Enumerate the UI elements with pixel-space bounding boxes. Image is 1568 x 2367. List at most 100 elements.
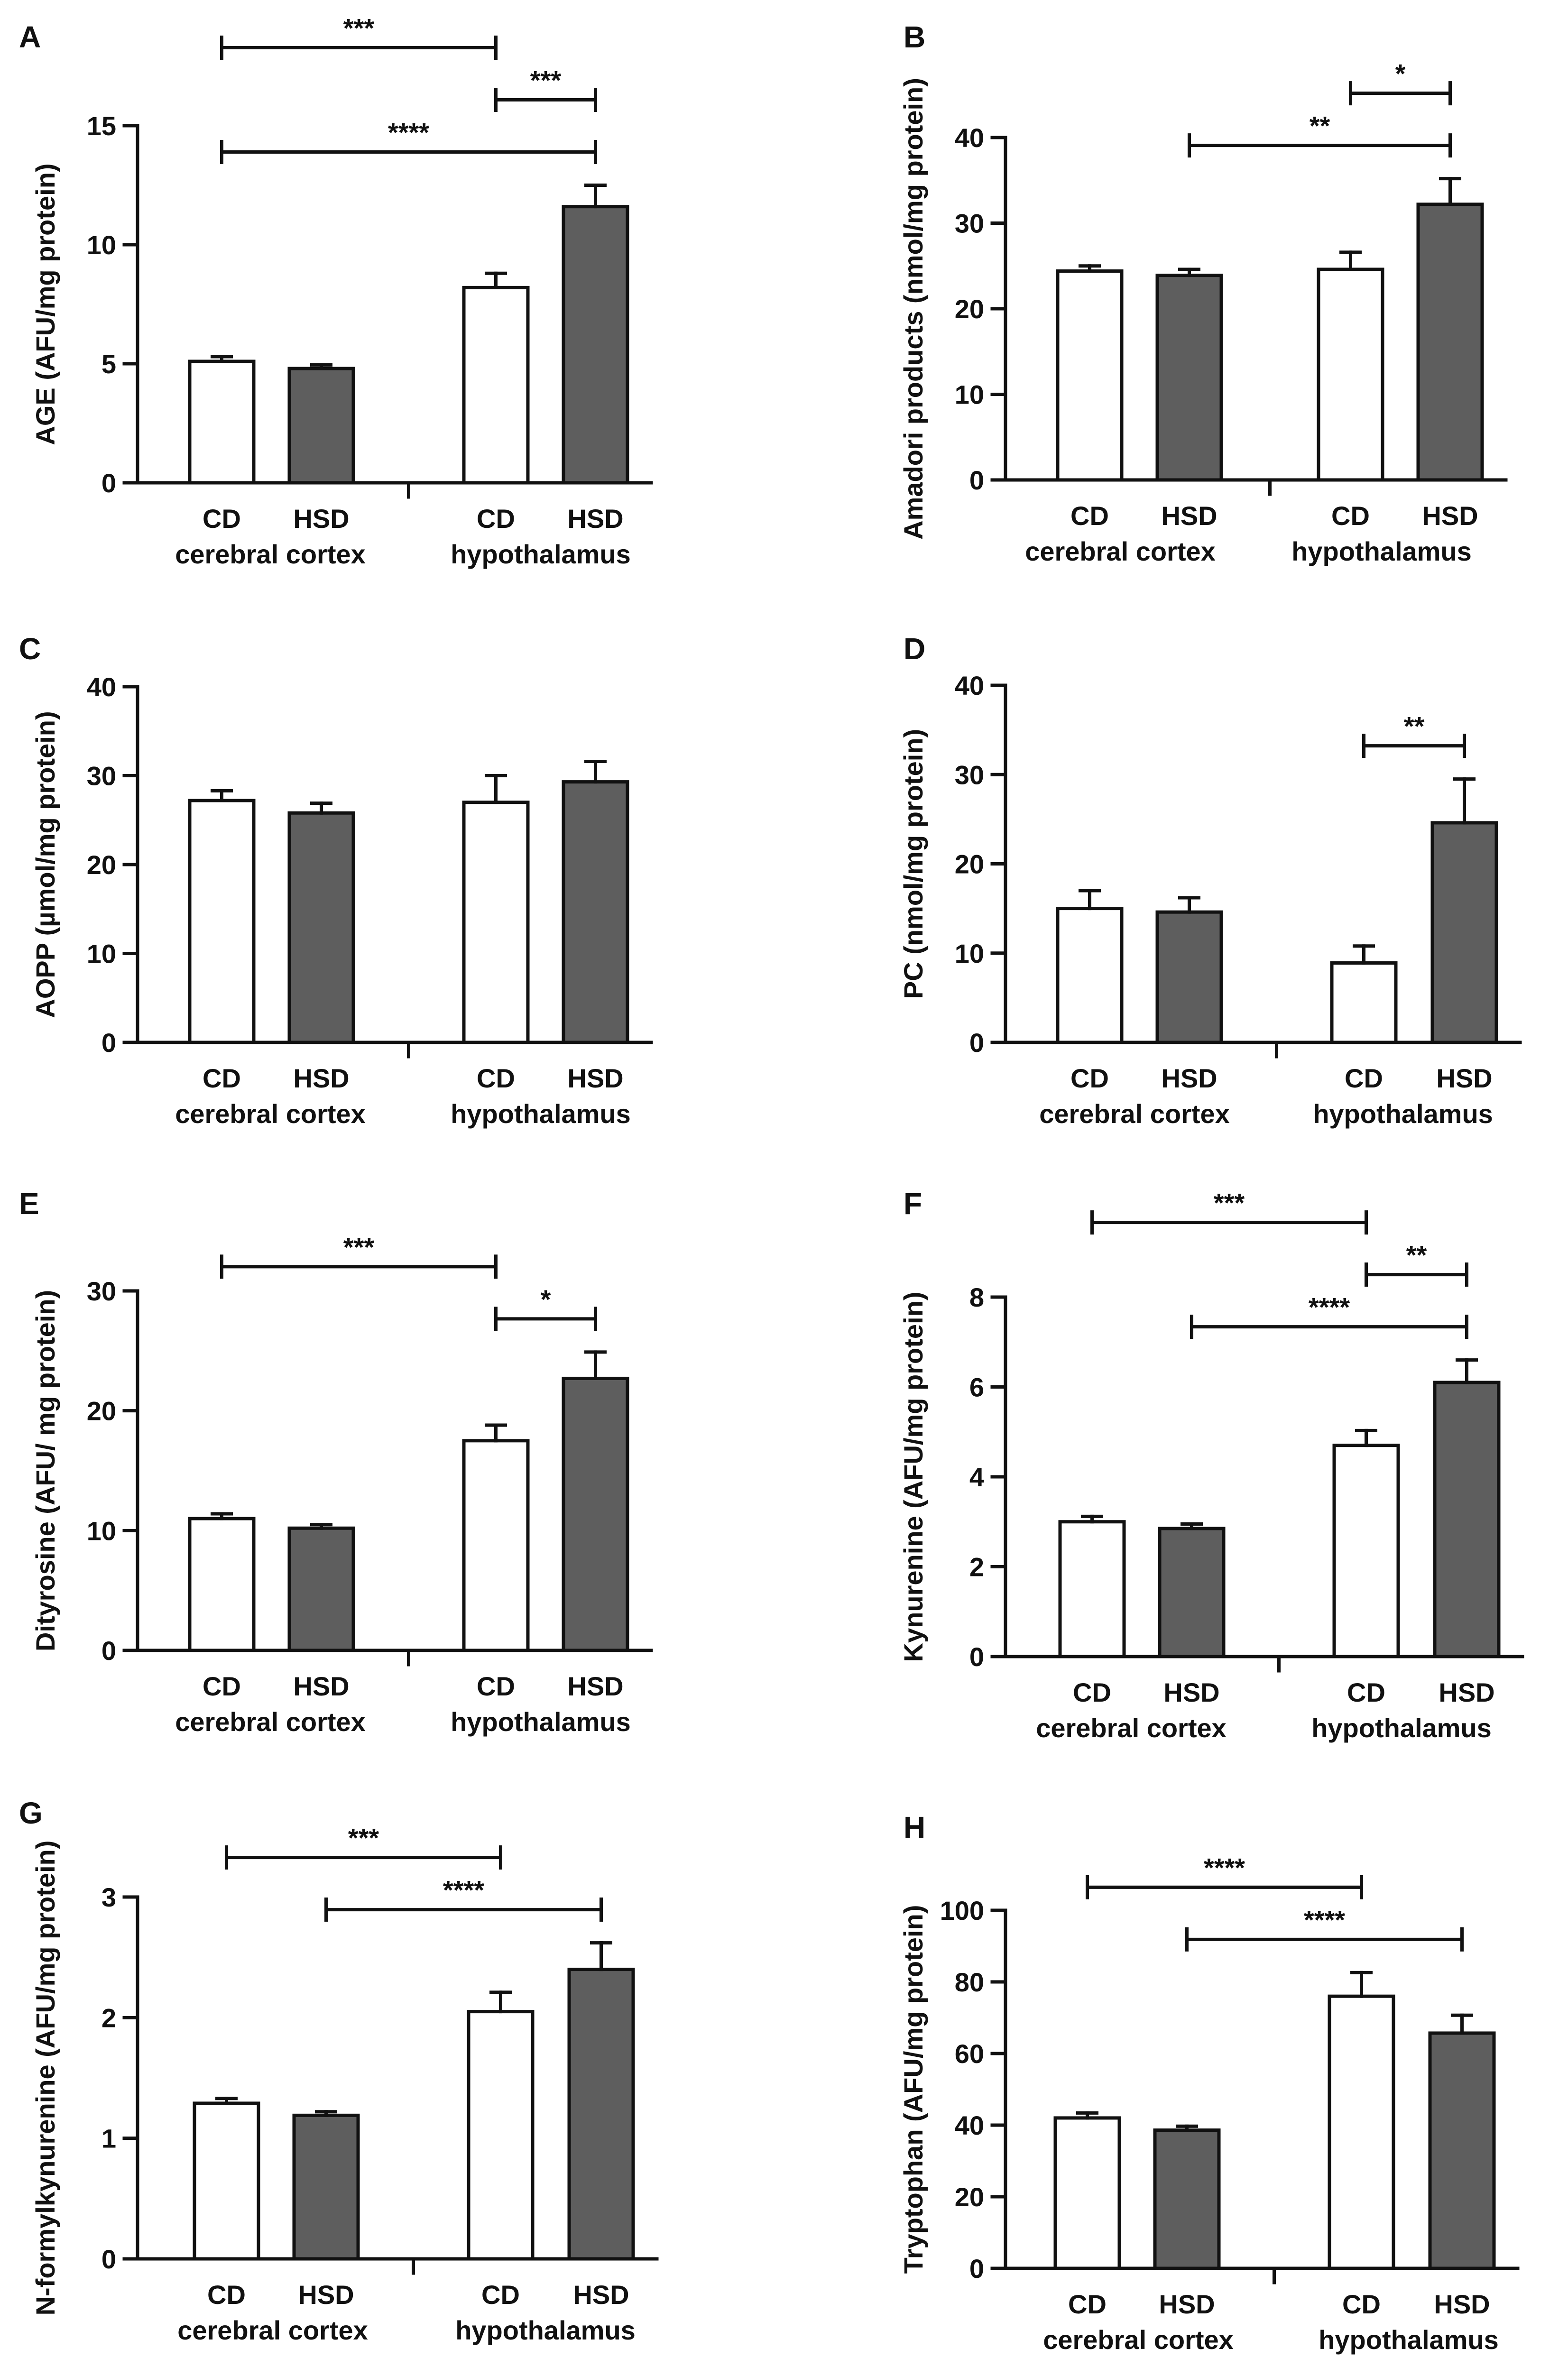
panel-letter: G (19, 1796, 43, 1830)
significance-label: **** (1309, 1292, 1350, 1322)
significance-label: *** (343, 13, 375, 43)
y-tick-label: 0 (101, 1636, 116, 1666)
y-tick-label: 40 (955, 2110, 984, 2140)
bar (562, 1376, 629, 1652)
x-category-label: CD (1331, 501, 1370, 531)
x-category-label: CD (1342, 2289, 1381, 2319)
bar (1317, 267, 1384, 482)
y-tick-label: 8 (969, 1282, 984, 1312)
panel-letter: F (904, 1187, 922, 1221)
significance-label: *** (1214, 1188, 1245, 1218)
panel-letter: A (19, 20, 41, 54)
bar (1056, 907, 1124, 1044)
x-category-label: CD (207, 2280, 246, 2310)
x-category-label: CD (477, 1671, 515, 1701)
panel-letter: B (904, 20, 925, 54)
bar (1330, 961, 1398, 1044)
x-category-label: HSD (567, 504, 623, 534)
group-label-cerebral-cortex: cerebral cortex (1036, 1713, 1227, 1743)
bar (1153, 2128, 1221, 2270)
bar (462, 286, 530, 485)
x-category-label: HSD (1422, 501, 1478, 531)
panel-a: A 0 5 10 15 AGE (AFU/mg protein) CD HSD CD HSD cer… (19, 13, 653, 569)
panel-c: C 0 10 20 30 40 AOPP (µmol/mg protein) CD HSD CD H… (19, 632, 653, 1129)
bar (1053, 2116, 1121, 2270)
panel-e: E 0 10 20 30 Dityrosine (AFU/ mg protein) CD HS… (19, 1187, 653, 1737)
bar (1416, 203, 1484, 482)
bar (287, 1526, 355, 1652)
panel-letter: H (904, 1810, 925, 1844)
y-axis-label: AOPP (µmol/mg protein) (30, 711, 60, 1018)
panel-letter: D (904, 632, 925, 666)
group-label-cerebral-cortex: cerebral cortex (1043, 2325, 1234, 2355)
y-tick-label: 30 (955, 760, 984, 790)
x-category-label: HSD (567, 1671, 623, 1701)
significance-label: **** (1304, 1905, 1345, 1934)
x-category-label: CD (477, 1063, 515, 1093)
x-category-label: CD (1073, 1677, 1111, 1707)
significance-label: * (541, 1284, 551, 1314)
bar (567, 1968, 635, 2261)
x-category-label: HSD (293, 1671, 349, 1701)
y-tick-label: 20 (955, 849, 984, 879)
bar (1428, 2031, 1496, 2270)
x-category-label: CD (203, 504, 241, 534)
bar (562, 780, 629, 1044)
y-axis-label: AGE (AFU/mg protein) (30, 163, 60, 445)
group-label-cerebral-cortex: cerebral cortex (1025, 536, 1216, 566)
x-category-label: CD (481, 2280, 520, 2310)
significance-label: **** (1204, 1852, 1245, 1882)
y-tick-label: 2 (101, 2003, 116, 2033)
bar (1056, 269, 1124, 482)
x-category-label: HSD (1436, 1063, 1492, 1093)
group-label-cerebral-cortex: cerebral cortex (175, 1707, 366, 1737)
y-tick-label: 20 (955, 294, 984, 324)
bar (292, 2113, 360, 2261)
y-tick-label: 0 (969, 465, 984, 495)
significance-label: * (1395, 59, 1406, 89)
y-tick-label: 20 (87, 1396, 116, 1426)
group-label-hypothalamus: hypothalamus (451, 539, 631, 569)
x-category-label: CD (1070, 501, 1109, 531)
panel-letter: C (19, 632, 41, 666)
x-category-label: HSD (1161, 501, 1217, 531)
bar (1332, 1444, 1400, 1658)
y-tick-label: 80 (955, 1967, 984, 1997)
y-axis-label: Amadori products (nmol/mg protein) (898, 78, 928, 540)
y-tick-label: 10 (87, 230, 116, 260)
y-tick-label: 0 (969, 1642, 984, 1672)
group-label-hypothalamus: hypothalamus (1319, 2325, 1499, 2355)
bar (287, 367, 355, 485)
y-tick-label: 0 (101, 1028, 116, 1058)
group-label-hypothalamus: hypothalamus (1311, 1713, 1492, 1743)
bar (193, 2101, 260, 2261)
y-tick-label: 10 (955, 380, 984, 410)
group-label-hypothalamus: hypothalamus (455, 2315, 636, 2345)
group-label-cerebral-cortex: cerebral cortex (175, 1099, 366, 1129)
bar (1430, 821, 1498, 1044)
y-tick-label: 20 (955, 2182, 984, 2212)
y-tick-label: 0 (101, 2244, 116, 2274)
bar (462, 1439, 530, 1652)
bar (1058, 1520, 1126, 1658)
y-axis-label: N-formylkynurenine (AFU/mg protein) (30, 1841, 60, 2316)
group-label-cerebral-cortex: cerebral cortex (177, 2315, 368, 2345)
panel-g: G 0 1 2 3 N-formylkynurenine (AFU/mg protein)… (19, 1796, 659, 2345)
group-label-hypothalamus: hypothalamus (1313, 1099, 1493, 1129)
significance-label: *** (530, 65, 562, 95)
y-axis-label: PC (nmol/mg protein) (898, 729, 928, 999)
x-category-label: HSD (1159, 2289, 1215, 2319)
group-label-cerebral-cortex: cerebral cortex (1039, 1099, 1230, 1129)
y-tick-label: 4 (969, 1462, 984, 1492)
y-tick-label: 10 (955, 939, 984, 968)
significance-label: ** (1406, 1240, 1427, 1270)
y-tick-label: 15 (87, 111, 116, 141)
significance-label: *** (343, 1232, 375, 1262)
significance-label: **** (443, 1875, 484, 1905)
y-tick-label: 0 (969, 2254, 984, 2284)
y-axis-label: Dityrosine (AFU/ mg protein) (30, 1290, 60, 1651)
significance-label: ** (1404, 711, 1425, 741)
bar (1328, 1994, 1395, 2270)
bar (1433, 1381, 1501, 1658)
